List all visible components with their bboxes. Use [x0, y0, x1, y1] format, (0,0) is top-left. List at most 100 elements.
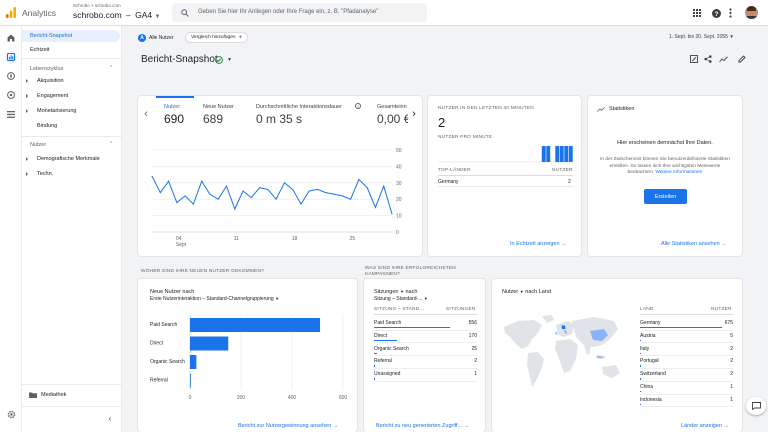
expand-arrow-icon[interactable]: [26, 109, 28, 113]
countries-row-label: Switzerland: [640, 371, 666, 378]
campaigns-card: Sitzungen ▼ nach Sitzung – Standard-... …: [364, 279, 485, 432]
bar: [190, 355, 197, 369]
compare-chip[interactable]: Vergleich hinzufügen +: [185, 32, 249, 43]
campaigns-row-value: 170: [468, 332, 477, 339]
nav-item-monetization[interactable]: Monetarisierung: [37, 108, 77, 114]
chevron-down-icon[interactable]: ▼: [519, 289, 524, 294]
feedback-button[interactable]: [746, 397, 766, 415]
avatar[interactable]: [745, 6, 758, 19]
apps-grid-icon[interactable]: [692, 8, 702, 18]
table-divider: [640, 314, 733, 315]
metric-tab-engagement-time[interactable]: Durchschnittliche Interaktionsdauer ? 0 …: [253, 96, 373, 128]
settings-gear-icon[interactable]: [6, 409, 16, 419]
nav-item-acquisition[interactable]: Akquisition: [37, 78, 64, 84]
segment-chip[interactable]: A Alle Nutzer: [138, 32, 173, 43]
nav-item-retention[interactable]: Bindung: [37, 123, 58, 129]
users-heading[interactable]: Nutzer: [30, 142, 47, 148]
chevron-up-icon[interactable]: ⌃: [108, 65, 114, 71]
chevron-down-icon[interactable]: ▼: [400, 289, 404, 294]
metric-tab-revenue[interactable]: Gesamteinn 0,00 €: [374, 96, 408, 128]
acquisition-dimension-select[interactable]: Erste Nutzerinteraktion – Standard-Chann…: [150, 296, 279, 302]
campaigns-section-title: WAS SIND IHRE ERFOLGREICHSTEN KAMPAGNEN?: [365, 266, 456, 277]
realtime-link[interactable]: In Echtzeit anzeigen →: [510, 241, 567, 247]
chevron-right-icon[interactable]: ›: [412, 108, 416, 120]
metric-label: Gesamteinn: [377, 104, 407, 110]
insights-card: Statistiken Hier erscheinen demnächst Ih…: [588, 96, 742, 256]
expand-arrow-icon[interactable]: [26, 79, 28, 83]
stream-name: GA4: [135, 10, 153, 20]
insights-body: In der Zwischenzeit können Sie benutzerd…: [598, 157, 732, 177]
insights-link[interactable]: Alle Statistiken ansehen →: [661, 241, 727, 247]
title-dropdown-icon[interactable]: ▼: [227, 57, 232, 63]
countries-row-label: Germany: [640, 320, 661, 326]
table-divider: [640, 367, 733, 369]
analytics-logo-icon[interactable]: [6, 7, 16, 18]
account-breadcrumb[interactable]: Schrobo > schrobo.com: [73, 3, 121, 8]
campaigns-col-dimension: SITZUNG – STAND...: [374, 307, 424, 312]
expand-arrow-icon[interactable]: [26, 94, 28, 98]
acquisition-link[interactable]: Bericht zur Nutzergewinnung ansehen →: [238, 423, 338, 429]
data-point: [325, 192, 327, 194]
check-circle-icon[interactable]: [215, 56, 223, 64]
edit-pencil-icon[interactable]: [737, 54, 747, 64]
chevron-left-icon[interactable]: ‹: [144, 108, 148, 120]
minute-bar: [546, 146, 551, 162]
data-point: [234, 208, 236, 210]
lifecycle-heading[interactable]: Lebenszyklus: [30, 66, 64, 72]
date-range-picker[interactable]: 1. Sept. bis 30. Sept. 2055 ▼: [669, 34, 734, 40]
reports-icon[interactable]: [5, 51, 17, 63]
nav-item-demographics[interactable]: Demografische Merkmale: [37, 156, 100, 162]
data-point: [176, 201, 178, 203]
info-icon[interactable]: ?: [355, 103, 361, 109]
realtime-country-users: 2: [568, 179, 571, 185]
data-point: [317, 188, 319, 190]
list-icon[interactable]: [6, 109, 16, 119]
chevron-up-icon[interactable]: ⌃: [108, 141, 114, 147]
metrics-tabs: Nutzer 690 Neue Nutzer 689 Durchschnittl…: [156, 96, 408, 128]
customize-report-icon[interactable]: [689, 54, 699, 64]
map-indonesia-highlight: [597, 356, 603, 359]
data-point: [383, 185, 385, 187]
category-label: Paid Search: [150, 322, 177, 328]
countries-row-label: Portugal: [640, 358, 659, 365]
nav-divider: [22, 406, 122, 407]
expand-arrow-icon[interactable]: [26, 157, 28, 161]
nav-item-tech[interactable]: Techn.: [37, 171, 54, 177]
data-point: [267, 188, 269, 190]
countries-row-value: 675: [724, 320, 733, 326]
x-tick-label: 11: [234, 236, 239, 242]
countries-link[interactable]: Länder anzeigen →: [681, 423, 729, 429]
expand-arrow-icon[interactable]: [26, 172, 28, 176]
metric-label: Nutzer: [164, 104, 181, 110]
metric-tab-users[interactable]: Nutzer 690: [156, 96, 194, 128]
data-point: [275, 198, 277, 200]
share-icon[interactable]: [703, 54, 713, 64]
x-tick-label: 04: [176, 236, 182, 242]
new-users-bar-chart: 0 200 400 600 Paid Search Direct Organic Searc…: [150, 314, 347, 401]
insights-trend-icon[interactable]: [718, 54, 728, 64]
more-vert-icon[interactable]: [726, 7, 734, 19]
learn-more-link[interactable]: Weitere Informationen: [655, 170, 703, 175]
property-selector[interactable]: schrobo.com – GA4 ▼: [73, 10, 161, 20]
search-input[interactable]: Geben Sie hier Ihr Anliegen oder Ihre Fr…: [198, 9, 379, 15]
explore-icon[interactable]: [6, 71, 16, 81]
collapse-chevron-icon[interactable]: ‹: [108, 413, 112, 423]
bar: [190, 373, 191, 388]
chevron-down-icon: ▼: [154, 14, 161, 20]
nav-item-report-snapshot[interactable]: Bericht-Snapshot: [22, 30, 120, 42]
create-insight-button[interactable]: Erstellen: [644, 189, 687, 204]
nav-item-engagement[interactable]: Engagement: [37, 93, 69, 99]
campaigns-dimension-select[interactable]: Sitzung – Standard-... ▼: [374, 296, 428, 302]
campaigns-link[interactable]: Bericht zu neu generierten Zugriff... →: [376, 423, 469, 429]
help-icon[interactable]: ?: [711, 8, 721, 18]
nav-item-library[interactable]: Mediathek: [41, 392, 67, 398]
advertising-icon[interactable]: [6, 90, 16, 100]
nav-item-realtime[interactable]: Echtzeit: [30, 47, 50, 53]
metric-tab-new-users[interactable]: Neue Nutzer 689: [200, 96, 250, 128]
y-tick-label: 40: [396, 164, 402, 170]
data-point: [358, 179, 360, 181]
search-bar[interactable]: Geben Sie hier Ihr Anliegen oder Ihre Fr…: [172, 3, 427, 22]
folder-icon[interactable]: [29, 391, 37, 398]
home-icon[interactable]: [6, 33, 16, 43]
